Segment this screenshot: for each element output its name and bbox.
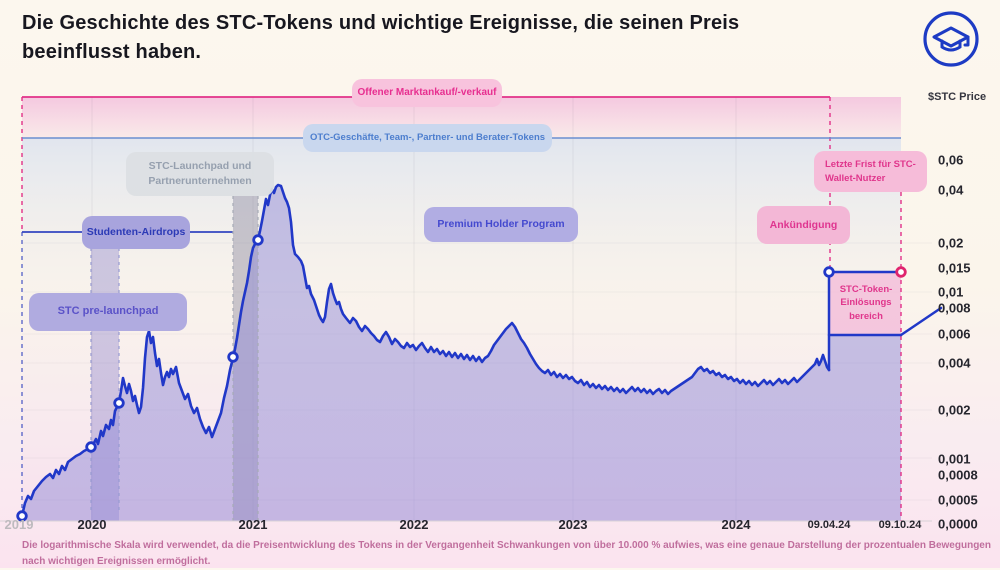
page-title-line1: Die Geschichte des STC-Tokens und wichti… [22,12,740,34]
event-badge-premium-holder: Premium Holder Program [424,207,578,242]
event-period-band [91,240,119,521]
x-axis-tick: 09.10.24 [878,519,922,531]
y-axis-tick: 0,01 [938,284,964,300]
price-line-segment [899,306,943,337]
event-badge-pre-launchpad: STC pre-launchpad [29,293,187,331]
y-axis-tick: 0,06 [938,152,964,168]
event-badge-launchpad: STC-Launchpad und Partnerunternehmen [126,152,274,196]
y-axis-tick: 0,001 [938,451,971,467]
x-axis-tick: 2021 [238,517,268,532]
y-axis-tick: 0,04 [938,182,964,198]
y-axis-tick: 0,0000 [938,516,978,532]
event-marker [823,266,835,278]
event-badge-announcement: Ankündigung [757,206,850,244]
event-marker [252,234,264,246]
page-title-line2: beeinflusst haben. [22,41,202,63]
event-marker [113,397,125,409]
event-marker [227,351,239,363]
y-axis-tick: 0,002 [938,402,971,418]
page-title: Die Geschichte des STC-Tokens und wichti… [22,9,739,67]
x-axis-tick: 09.04.24 [807,519,851,531]
y-axis-tick: 0,006 [938,326,971,342]
y-axis-tick: 0,015 [938,260,971,276]
y-axis-tick: 0,008 [938,300,971,316]
event-badge-redemption-area: STC-Token-Einlösungsbereich [839,284,893,322]
footnote-line2: nach wichtigen Ereignissen ermöglicht. [22,556,211,567]
event-period-band [233,196,258,521]
graduation-cap-icon [923,11,979,67]
event-marker [895,266,907,278]
event-badge-wallet-deadline: Letzte Frist für STC-Wallet-Nutzer [814,151,927,192]
x-axis-tick: 2024 [721,517,751,532]
x-axis-tick: 2019 [4,517,34,532]
x-axis-tick: 2020 [77,517,107,532]
price-axis-title: $STC Price [928,91,987,103]
y-axis-tick: 0,0008 [938,467,978,483]
footnote-line1: Die logarithmische Skala wird verwendet,… [22,540,991,551]
event-badge-student-airdrops: Studenten-Airdrops [82,216,190,249]
y-axis-tick: 0,02 [938,235,964,251]
event-badge-otc-deals: OTC-Geschäfte, Team-, Partner- und Berat… [303,124,552,152]
y-axis-tick: 0,004 [938,355,971,371]
event-badge-open-market: Offener Marktankauf/-verkauf [352,79,502,107]
y-axis-tick: 0,0005 [938,492,978,508]
event-marker [85,441,97,453]
x-axis-tick: 2023 [558,517,588,532]
x-axis-tick: 2022 [399,517,429,532]
